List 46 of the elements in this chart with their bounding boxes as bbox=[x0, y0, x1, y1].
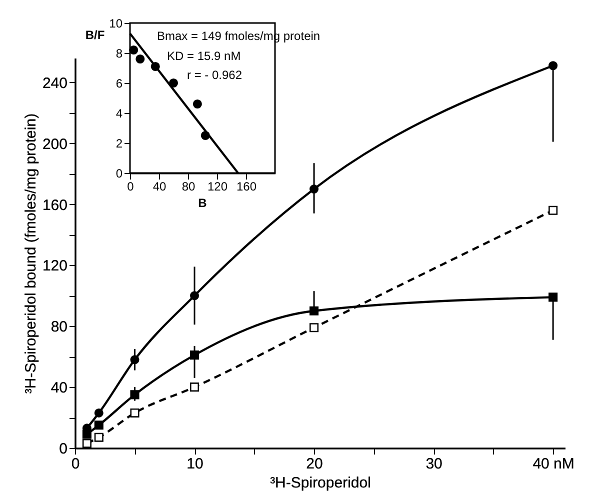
y-tick-label: 120 bbox=[42, 258, 68, 275]
y-tick-label: 0 bbox=[116, 166, 123, 180]
y-tick-label: 200 bbox=[42, 136, 68, 153]
annotation: r = - 0.962 bbox=[187, 68, 242, 82]
point bbox=[130, 408, 140, 418]
y-tick-label: 8 bbox=[116, 46, 123, 60]
point bbox=[548, 206, 558, 215]
x-tick-label: 0 bbox=[71, 456, 80, 472]
y-tick-label: 4 bbox=[116, 106, 123, 120]
y-tick-label: 6 bbox=[116, 76, 123, 90]
point bbox=[82, 438, 92, 448]
point bbox=[310, 306, 319, 316]
point bbox=[94, 408, 104, 418]
y-axis-title: B/F bbox=[85, 28, 105, 42]
y-tick-label: 80 bbox=[50, 318, 68, 336]
x-tick-label: 40 bbox=[152, 180, 166, 194]
y-tick-label: 40 bbox=[50, 380, 68, 397]
point bbox=[190, 382, 200, 392]
x-tick-label: 80 bbox=[182, 180, 196, 194]
point bbox=[82, 430, 92, 439]
x-axis-title: B bbox=[198, 196, 208, 210]
y-tick-label: 0 bbox=[59, 440, 68, 458]
point bbox=[94, 432, 104, 442]
point bbox=[168, 78, 178, 88]
point bbox=[136, 54, 145, 64]
x-tick-label: 160 bbox=[236, 180, 257, 194]
y-tick-label: 160 bbox=[42, 196, 68, 214]
point bbox=[548, 292, 558, 302]
x-tick-label: 120 bbox=[207, 180, 228, 194]
x-tick-label: 10 bbox=[186, 456, 204, 472]
x-tick-label: 40 nM bbox=[532, 456, 574, 472]
point bbox=[94, 420, 104, 430]
x-tick-label: 30 bbox=[426, 456, 442, 472]
x-tick-label: 20 bbox=[306, 456, 323, 472]
annotation: KD = 15.9 nM bbox=[167, 49, 241, 63]
point bbox=[310, 323, 319, 332]
x-tick-label: 0 bbox=[127, 180, 134, 194]
y-axis-title: ³H-Spiroperidol bound (fmoles/mg protein) bbox=[22, 113, 40, 394]
point bbox=[192, 99, 202, 109]
y-tick-label: 10 bbox=[109, 16, 123, 30]
y-tick-label: 2 bbox=[116, 136, 123, 150]
point bbox=[129, 45, 138, 55]
point bbox=[548, 61, 558, 70]
point bbox=[130, 390, 140, 400]
x-axis-title: ³H-Spiroperidol bbox=[270, 474, 371, 492]
y-tick-label: 240 bbox=[42, 74, 68, 92]
